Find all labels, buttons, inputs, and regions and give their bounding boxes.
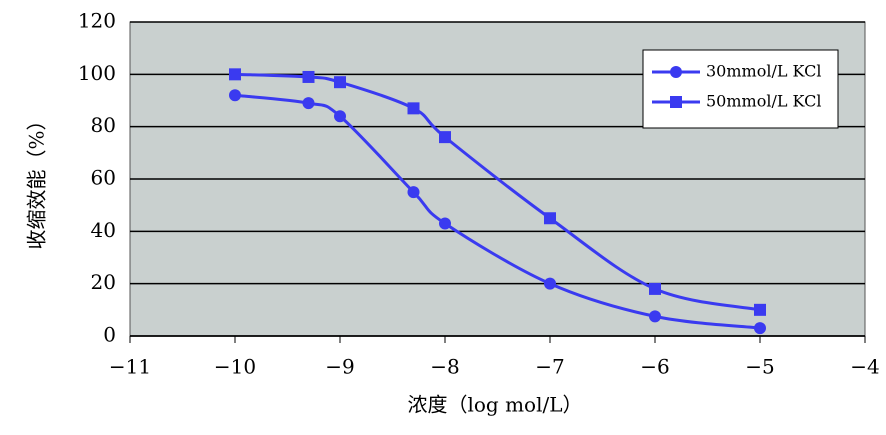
y-tick-label: 60 — [91, 166, 116, 190]
marker — [544, 212, 556, 225]
y-tick-label: 40 — [91, 218, 116, 242]
marker — [670, 96, 682, 108]
marker — [229, 68, 241, 81]
marker — [302, 70, 315, 83]
y-tick-label: 0 — [103, 323, 116, 347]
x-tick-label: −9 — [325, 355, 354, 379]
marker — [302, 97, 315, 110]
legend-label: 30mmol/L KCl — [706, 62, 821, 81]
marker — [649, 282, 661, 295]
legend-label: 50mmol/L KCl — [706, 92, 821, 111]
y-tick-label: 120 — [78, 9, 116, 33]
marker — [670, 66, 682, 78]
x-tick-label: −8 — [430, 355, 459, 379]
marker — [649, 310, 661, 323]
legend-box — [642, 49, 839, 129]
marker — [544, 277, 556, 290]
y-axis-title: 收缩效能（%） — [25, 110, 49, 249]
y-tick-label: 20 — [91, 270, 116, 294]
marker — [229, 89, 241, 102]
x-tick-label: −6 — [640, 355, 669, 379]
marker — [439, 131, 451, 144]
y-tick-label: 80 — [91, 113, 116, 137]
x-tick-label: −10 — [214, 355, 256, 379]
marker — [334, 110, 346, 123]
x-axis-title: 浓度（log mol/L） — [407, 393, 582, 417]
marker — [754, 322, 766, 335]
x-tick-label: −5 — [745, 355, 774, 379]
x-tick-label: −7 — [535, 355, 564, 379]
x-tick-label: −11 — [109, 355, 151, 379]
marker — [407, 102, 420, 115]
marker — [334, 76, 346, 89]
y-tick-label: 100 — [78, 61, 116, 85]
marker — [754, 303, 766, 316]
x-tick-label: −4 — [850, 355, 879, 379]
marker — [439, 217, 451, 230]
marker — [407, 186, 420, 199]
